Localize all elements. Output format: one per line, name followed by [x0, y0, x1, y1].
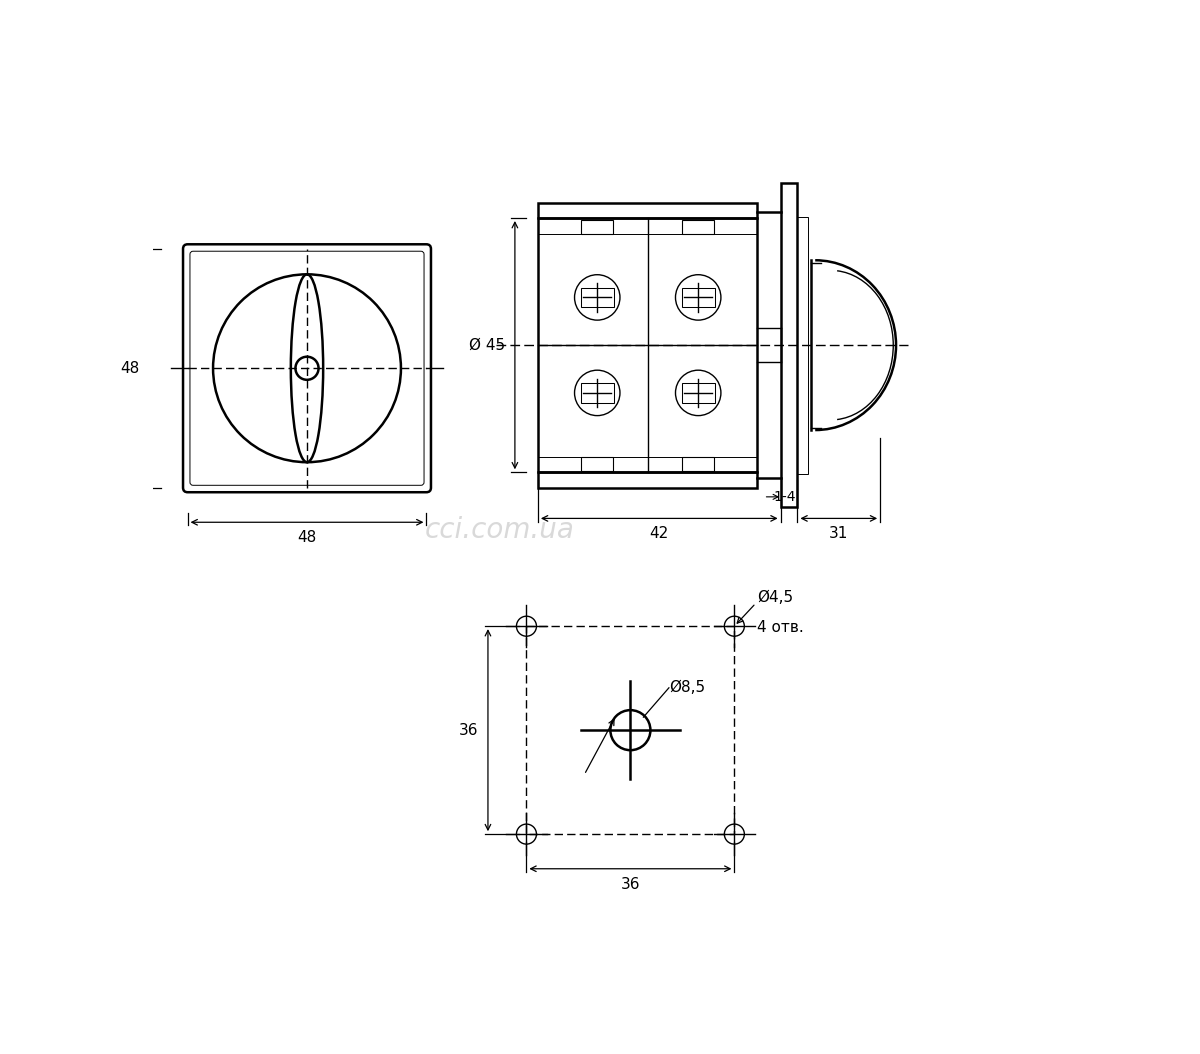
- Text: 36: 36: [458, 723, 479, 738]
- Text: 1-4: 1-4: [774, 490, 797, 504]
- Bar: [581, 456, 613, 471]
- Bar: [798, 216, 808, 473]
- Text: 4 отв.: 4 отв.: [757, 620, 804, 636]
- Text: 31: 31: [829, 526, 848, 542]
- Text: cci.com.ua: cci.com.ua: [425, 516, 575, 544]
- Bar: [682, 219, 714, 234]
- Bar: [682, 383, 714, 403]
- Text: Ø 45: Ø 45: [469, 337, 505, 353]
- Text: Ø4,5: Ø4,5: [757, 589, 793, 605]
- Text: 48: 48: [298, 530, 317, 545]
- Bar: [581, 219, 613, 234]
- Bar: [682, 456, 714, 471]
- Bar: [581, 288, 613, 307]
- Bar: [538, 218, 757, 472]
- Text: Ø8,5: Ø8,5: [670, 680, 706, 696]
- Text: 36: 36: [620, 877, 640, 892]
- Text: 48: 48: [120, 360, 139, 376]
- Bar: [581, 383, 613, 403]
- Bar: [538, 472, 757, 488]
- Text: 42: 42: [649, 526, 668, 542]
- Bar: [538, 202, 757, 218]
- Bar: [682, 288, 714, 307]
- Bar: [780, 183, 798, 507]
